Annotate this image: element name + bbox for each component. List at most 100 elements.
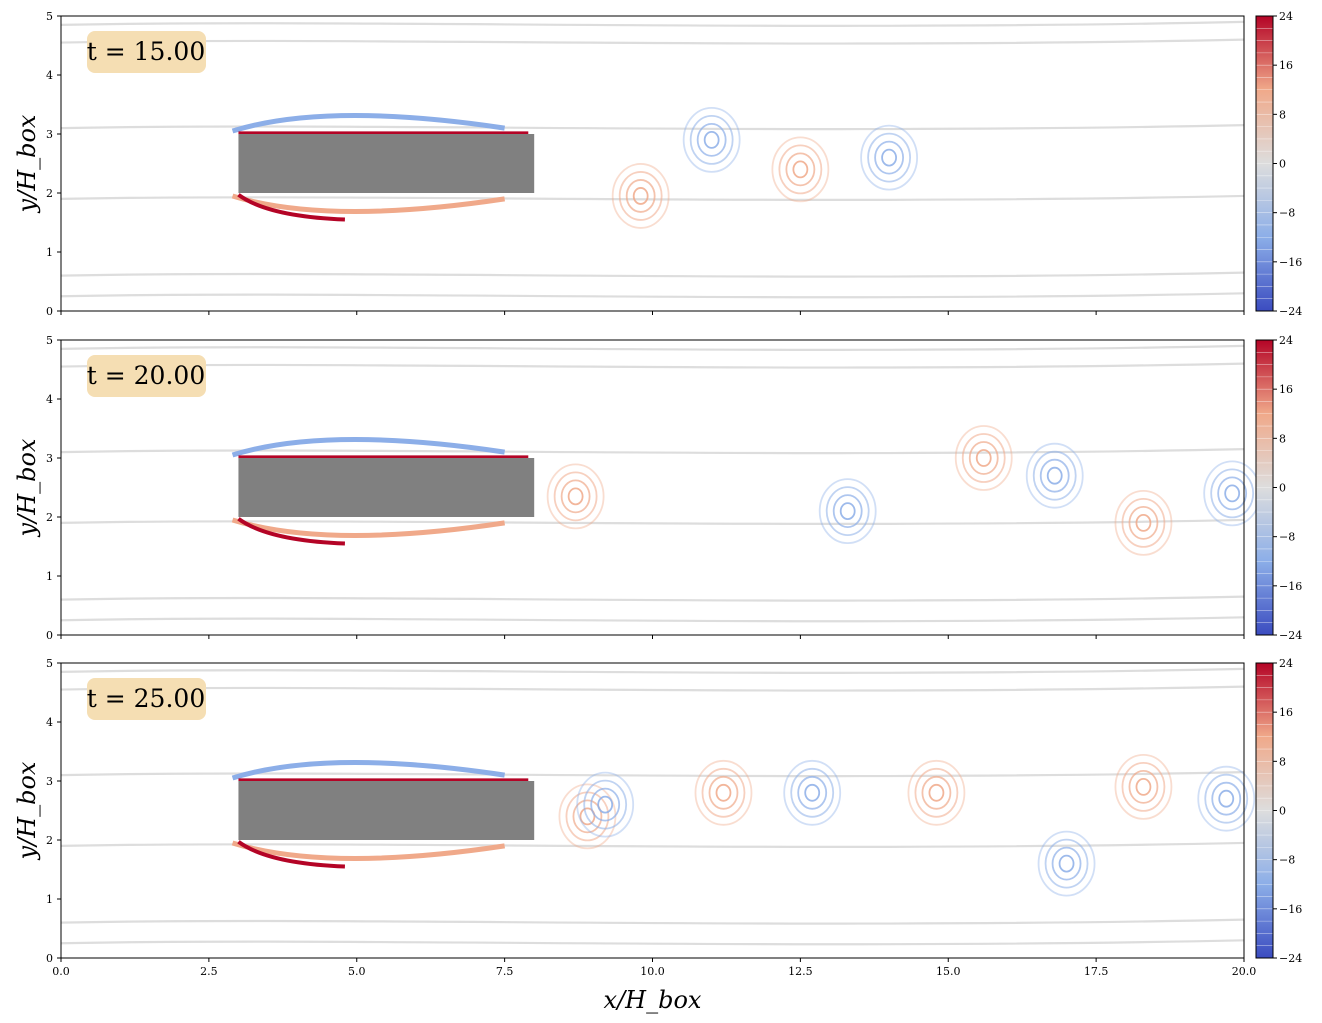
x-axis-label: x/H_box [604, 986, 702, 1014]
contour-streak [60, 771, 1245, 778]
vortex-contour [553, 471, 598, 522]
lower-shear-layer [231, 517, 505, 538]
panel-1: 0 1 2 3 4 5 y/H_box t = 15.00 24 16 8 0 −8 −16 −24 [13, 10, 1302, 318]
vortex-contour [1121, 498, 1166, 548]
y-tick-label: 1 [46, 570, 53, 583]
vortex-contour [1032, 450, 1077, 501]
colorbar: 24 16 8 0 −8 −16 −24 [1255, 10, 1302, 318]
vortex-contour [618, 171, 663, 221]
colorbar-tick-label: 16 [1279, 706, 1293, 719]
upper-shear-layer [231, 437, 505, 458]
colorbar-tick-label: −24 [1279, 952, 1302, 965]
vortex-contour [1114, 754, 1173, 820]
vortex-contour [867, 132, 911, 183]
vortex-contour [1121, 762, 1166, 812]
y-tick-label: 5 [46, 334, 53, 347]
x-tick-label: 20.0 [1232, 965, 1257, 978]
y-axis-label: y/H_box [13, 114, 41, 213]
y-tick-label: 4 [46, 393, 53, 406]
y-axis-label: y/H_box [13, 438, 41, 537]
y-tick-label: 3 [46, 128, 53, 141]
vortex-contour [1135, 778, 1152, 796]
vortex-contour [1058, 854, 1075, 873]
vortex-contour [790, 767, 835, 818]
contour-streak [60, 595, 1245, 602]
colorbar-tick-label: 0 [1279, 158, 1286, 171]
colorbar-tick-label: 0 [1279, 805, 1286, 818]
vortex-contour [921, 775, 952, 810]
vortex-contour [778, 144, 823, 195]
vortex-contour [975, 449, 992, 467]
y-tick-label: 0 [46, 629, 53, 642]
time-label-background [87, 678, 206, 720]
vortex-contour [968, 441, 999, 475]
panel-3: 0 1 2 3 4 5 0.0 2.5 5.0 7.5 10.0 12.5 15.0 17.5 20.0 y/… [13, 657, 1302, 978]
vortex-contour [560, 479, 591, 514]
vortex-contour [1128, 506, 1159, 540]
colorbar-tick-label: 16 [1279, 383, 1293, 396]
colorbar-tick-label: 24 [1279, 10, 1293, 23]
obstacle-box [238, 458, 535, 517]
vortex-contour [590, 787, 621, 822]
y-axis-label: y/H_box [13, 761, 41, 860]
colorbar-tick-label: −8 [1279, 207, 1295, 220]
colorbar-tick-label: 0 [1279, 482, 1286, 495]
contour-streak [60, 20, 1245, 27]
vortex-contour [860, 124, 918, 191]
vortex-contour [1128, 770, 1159, 804]
y-tick-label: 5 [46, 10, 53, 23]
vortex-contour [546, 463, 605, 530]
vortex-contour [1039, 458, 1070, 493]
vortex-contour [567, 487, 584, 506]
lower-wall-layer [237, 193, 345, 222]
y-tick-label: 2 [46, 834, 53, 847]
contour-streak [60, 124, 1245, 131]
obstacle-box [238, 781, 535, 840]
y-tick-label: 1 [46, 893, 53, 906]
vortex-contour [1204, 773, 1249, 824]
vortex-contour [715, 783, 732, 802]
vortex-contour [881, 148, 897, 167]
time-label-background [87, 31, 206, 73]
vortex-contour [792, 160, 809, 179]
vortex-contour [1210, 468, 1255, 519]
vortex-contour [1218, 789, 1235, 808]
vortex-contour [961, 433, 1006, 483]
vortex-contour [694, 759, 753, 826]
contour-streak [60, 194, 1245, 201]
colorbar-tick-label: −16 [1279, 256, 1302, 269]
colorbar-tick-label: 8 [1279, 432, 1286, 445]
vortex-contour [576, 771, 635, 838]
x-tick-label: 15.0 [936, 965, 961, 978]
colorbar-tick-label: 24 [1279, 657, 1293, 670]
vortex-contour [572, 799, 603, 834]
vortex-contour [1224, 484, 1241, 503]
vortex-contour [907, 759, 966, 826]
y-tick-label: 4 [46, 716, 53, 729]
contour-streak [60, 518, 1245, 525]
vortex-contour [874, 140, 904, 175]
vortex-contour [703, 130, 720, 149]
x-tick-label: 17.5 [1084, 965, 1109, 978]
vortex-contour [1044, 838, 1089, 889]
vortex-contour [682, 106, 741, 173]
vortex-contour [708, 775, 739, 810]
x-tick-label: 2.5 [200, 965, 218, 978]
colorbar-tick-label: 8 [1279, 108, 1286, 121]
vortex-contour [783, 759, 842, 826]
vortex-contour [928, 783, 945, 802]
time-label: t = 20.00 [87, 361, 205, 390]
vortex-contour [579, 807, 596, 826]
vortex-contour [839, 502, 856, 521]
lower-shear-layer [231, 193, 505, 214]
vortex-contour [914, 767, 959, 818]
time-label-box: t = 15.00 [87, 31, 206, 73]
colorbar-tick-label: 16 [1279, 59, 1293, 72]
contour-streak [60, 271, 1245, 278]
time-label: t = 25.00 [87, 684, 205, 713]
lower-shear-layer [231, 840, 505, 861]
colorbar-tick-label: −24 [1279, 629, 1302, 642]
y-tick-label: 3 [46, 452, 53, 465]
vortex-contour [1217, 476, 1248, 511]
